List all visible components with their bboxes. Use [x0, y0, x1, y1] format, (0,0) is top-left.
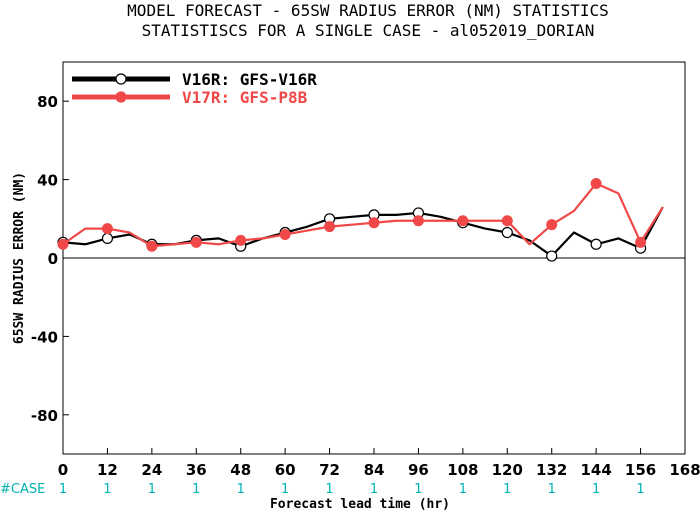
x-tick-label: 96 [408, 461, 429, 479]
case-label: #CASE [0, 482, 45, 497]
legend-label: V16R: GFS-V16R [182, 70, 317, 89]
x-tick-label: 36 [186, 461, 207, 479]
data-point [546, 219, 558, 231]
data-point [101, 223, 113, 235]
case-count: 1 [459, 482, 467, 497]
case-count: 1 [592, 482, 600, 497]
case-count: 1 [636, 482, 644, 497]
x-tick-label: 60 [275, 461, 296, 479]
case-count: 1 [548, 482, 556, 497]
y-tick-label: 40 [37, 172, 58, 190]
data-point [590, 178, 602, 190]
y-tick-label: 80 [37, 93, 58, 111]
x-axis: 0 12 24 36 48 60 72 84 96 108 120 132 144 156 168 [58, 448, 700, 479]
data-point [457, 215, 469, 227]
case-count: 1 [325, 482, 333, 497]
x-tick-label: 48 [230, 461, 251, 479]
y-tick-label: -80 [31, 407, 58, 425]
y-axis: -80 -40 0 40 80 [31, 93, 69, 425]
data-point [101, 232, 114, 244]
x-tick-label: 120 [492, 461, 523, 479]
case-count: 1 [192, 482, 200, 497]
legend-label: V17R: GFS-P8B [182, 88, 308, 107]
case-count: 1 [59, 482, 67, 497]
data-point [501, 215, 513, 227]
legend-marker [115, 91, 127, 103]
x-tick-label: 0 [58, 461, 68, 479]
x-tick-label: 84 [364, 461, 385, 479]
case-row: #CASE 1 1 1 1 1 1 1 1 1 1 1 1 1 1 [0, 482, 645, 497]
data-point [590, 238, 602, 250]
series-layer [57, 178, 664, 262]
x-tick-label: 132 [536, 461, 567, 479]
legend-marker [115, 73, 127, 85]
y-tick-label: -40 [31, 328, 58, 346]
x-tick-label: 144 [580, 461, 611, 479]
data-point [235, 234, 247, 246]
data-point [412, 215, 424, 227]
x-tick-label: 12 [97, 461, 118, 479]
data-point [279, 228, 291, 240]
data-point [190, 236, 202, 248]
x-tick-label: 108 [447, 461, 478, 479]
x-tick-label: 168 [669, 461, 700, 479]
case-count: 1 [370, 482, 378, 497]
data-point [146, 240, 158, 252]
chart-subtitle: STATISTISCS FOR A SINGLE CASE - al052019… [142, 21, 595, 40]
data-point [324, 221, 336, 233]
case-count: 1 [103, 482, 111, 497]
plot-area [62, 61, 686, 455]
series-2 [57, 178, 664, 252]
series-line [62, 182, 664, 248]
x-axis-label: Forecast lead time (hr) [270, 497, 450, 512]
x-tick-label: 156 [625, 461, 656, 479]
data-point [368, 217, 380, 229]
y-axis-label: 65SW RADIUS ERROR (NM) [12, 172, 27, 344]
data-point [546, 250, 558, 262]
case-count: 1 [281, 482, 289, 497]
data-point [501, 226, 513, 239]
case-count: 1 [148, 482, 156, 497]
series-1 [57, 206, 664, 262]
case-count: 1 [503, 482, 511, 497]
y-tick-label: 0 [48, 250, 58, 268]
x-tick-label: 72 [319, 461, 340, 479]
case-count: 1 [237, 482, 245, 497]
x-tick-label: 24 [141, 461, 162, 479]
chart-title: MODEL FORECAST - 65SW RADIUS ERROR (NM) … [127, 1, 609, 20]
data-point [57, 238, 69, 250]
case-count: 1 [414, 482, 422, 497]
data-point [635, 236, 647, 248]
